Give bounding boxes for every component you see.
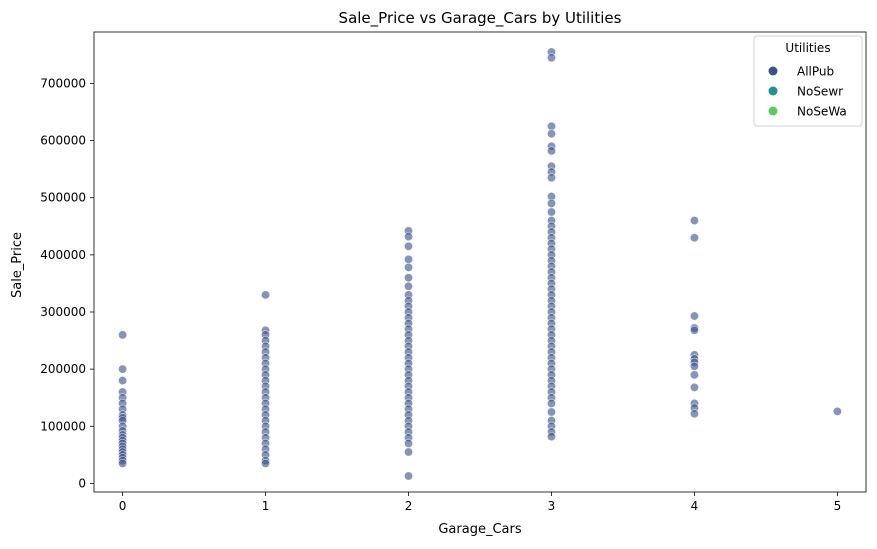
data-point xyxy=(118,458,128,468)
data-points xyxy=(118,47,842,481)
x-tick-label: 0 xyxy=(119,499,127,513)
data-point xyxy=(832,406,842,416)
data-point xyxy=(689,311,699,321)
x-tick-label: 5 xyxy=(834,499,842,513)
data-point xyxy=(689,216,699,226)
data-point xyxy=(404,232,414,242)
y-tick-label: 500000 xyxy=(40,191,86,205)
data-point xyxy=(261,458,271,468)
legend-entries: AllPub NoSewr NoSeWa xyxy=(768,65,847,119)
data-point xyxy=(118,330,128,340)
data-point xyxy=(546,207,556,217)
data-point xyxy=(546,53,556,63)
x-tick-label: 1 xyxy=(262,499,270,513)
data-point xyxy=(689,233,699,243)
data-point xyxy=(404,273,414,283)
y-tick-label: 300000 xyxy=(40,305,86,319)
data-point xyxy=(261,290,271,300)
data-point xyxy=(689,325,699,335)
legend-label: NoSeWa xyxy=(797,105,847,119)
legend-label: NoSewr xyxy=(797,85,843,99)
legend-marker xyxy=(768,66,778,76)
data-point xyxy=(546,173,556,183)
data-point xyxy=(404,438,414,448)
legend: Utilities AllPub NoSewr NoSeWa xyxy=(753,35,863,127)
legend-box xyxy=(753,35,863,127)
data-point xyxy=(546,146,556,156)
y-tick-label: 200000 xyxy=(40,362,86,376)
y-tick-label: 400000 xyxy=(40,248,86,262)
chart-title: Sale_Price vs Garage_Cars by Utilities xyxy=(339,9,622,28)
y-tick-label: 600000 xyxy=(40,134,86,148)
x-tick-label: 2 xyxy=(405,499,413,513)
data-point xyxy=(689,361,699,371)
data-point xyxy=(546,407,556,417)
data-point xyxy=(404,241,414,251)
data-point xyxy=(546,198,556,208)
data-point xyxy=(118,376,128,386)
plot-area-frame xyxy=(93,31,867,493)
y-tick-label: 100000 xyxy=(40,419,86,433)
y-axis-label: Sale_Price xyxy=(10,232,25,298)
data-point xyxy=(689,382,699,392)
data-point xyxy=(546,398,556,408)
x-axis-label: Garage_Cars xyxy=(438,522,521,537)
data-point xyxy=(546,432,556,442)
data-point xyxy=(404,254,414,264)
data-point xyxy=(404,262,414,272)
legend-label: AllPub xyxy=(797,65,834,79)
legend-marker xyxy=(768,86,778,96)
data-point xyxy=(689,370,699,380)
data-point xyxy=(404,471,414,481)
data-point xyxy=(118,364,128,374)
x-tick-label: 4 xyxy=(691,499,699,513)
legend-title: Utilities xyxy=(785,41,830,55)
x-tick-label: 3 xyxy=(548,499,556,513)
data-point xyxy=(404,281,414,291)
y-tick-label: 0 xyxy=(78,476,86,490)
axis-ticks: 0 1 2 3 4 5 0 100000 200000 300000 400000 500000 600… xyxy=(40,76,841,513)
legend-marker xyxy=(768,106,778,116)
data-point xyxy=(546,129,556,139)
data-point xyxy=(689,409,699,419)
data-point xyxy=(404,447,414,457)
y-tick-label: 700000 xyxy=(40,76,86,90)
